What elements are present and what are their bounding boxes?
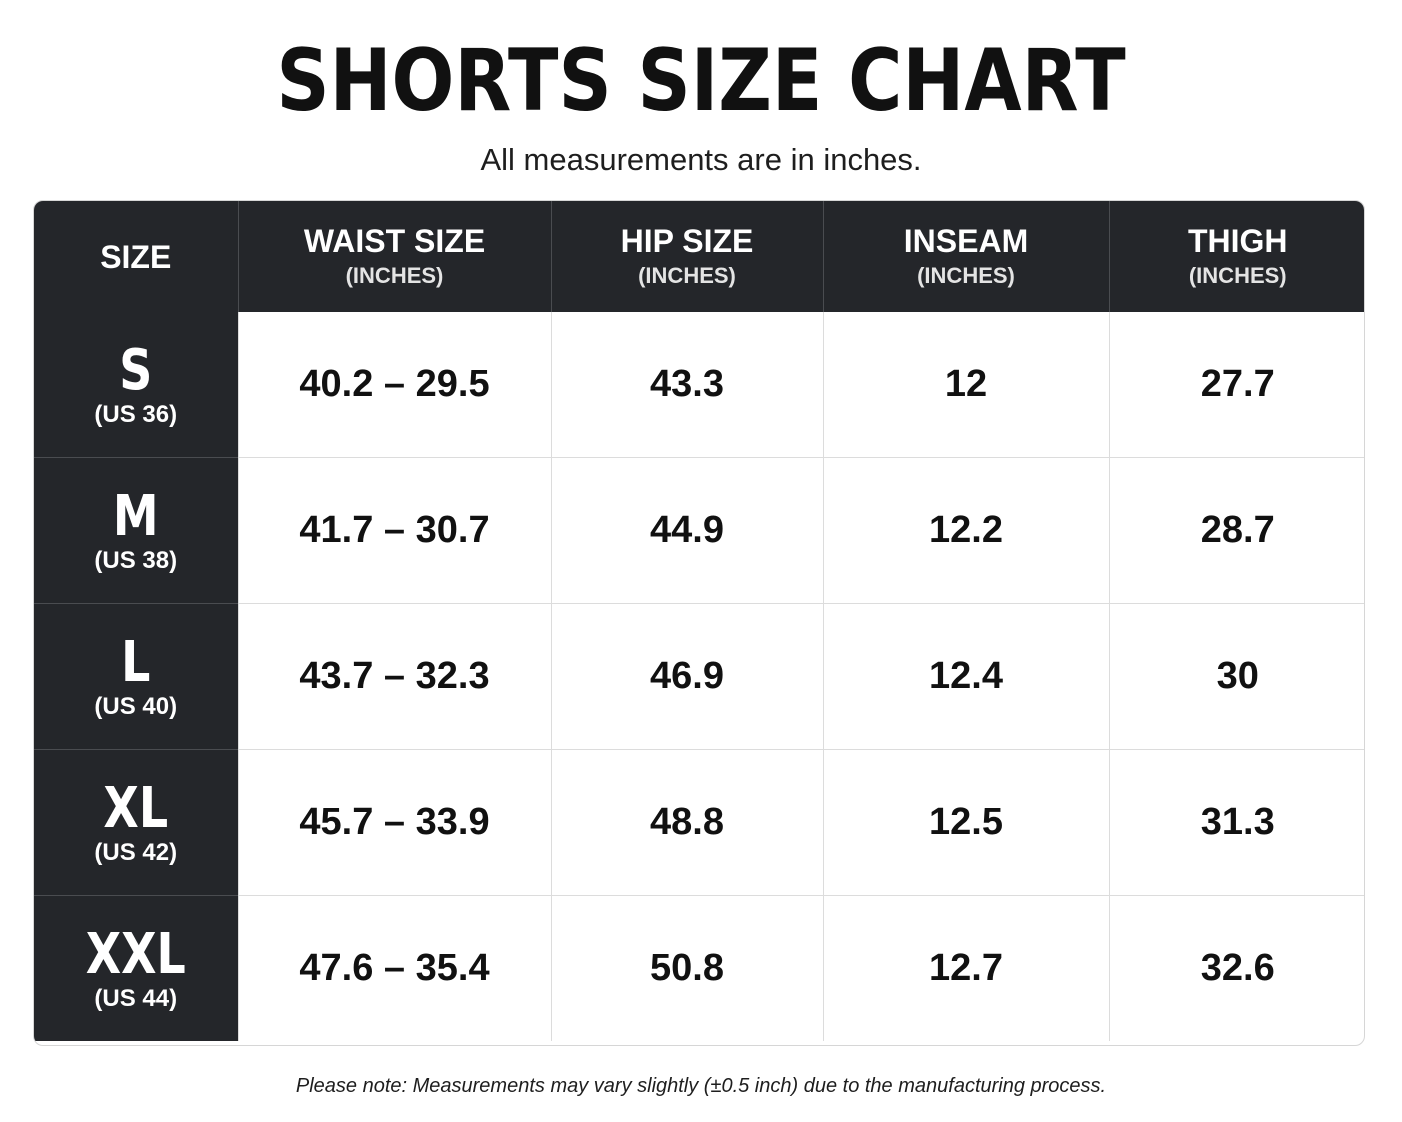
size-chart-table: SIZE WAIST SIZE (INCHES) HIP SIZE (INCHE… xyxy=(33,200,1365,1046)
table-row: L (US 40) 43.7 – 32.3 46.9 12.4 30 xyxy=(34,603,1364,750)
inseam-cell: 12 xyxy=(822,312,1109,458)
header-hip: HIP SIZE (INCHES) xyxy=(550,201,823,312)
size-cell: S (US 36) xyxy=(34,312,238,458)
us-size-label: (US 38) xyxy=(94,546,178,574)
us-size-label: (US 40) xyxy=(94,692,178,720)
hip-cell: 46.9 xyxy=(550,603,823,750)
us-size-label: (US 44) xyxy=(94,984,178,1012)
size-cell: XXL (US 44) xyxy=(34,895,238,1041)
header-waist-label: WAIST SIZE xyxy=(303,222,486,259)
inseam-cell: 12.7 xyxy=(822,895,1109,1041)
header-row: SIZE WAIST SIZE (INCHES) HIP SIZE (INCHE… xyxy=(34,201,1364,312)
thigh-cell: 31.3 xyxy=(1108,749,1364,896)
inseam-cell: 12.5 xyxy=(822,749,1109,896)
waist-cell: 40.2 – 29.5 xyxy=(237,312,551,458)
size-cell: M (US 38) xyxy=(34,457,238,604)
us-size-label: (US 42) xyxy=(94,838,178,866)
size-label: L xyxy=(121,629,151,695)
header-waist-unit: (INCHES) xyxy=(345,262,444,288)
table-row: XL (US 42) 45.7 – 33.9 48.8 12.5 31.3 xyxy=(34,749,1364,896)
page-subtitle: All measurements are in inches. xyxy=(480,142,922,177)
header-inseam: INSEAM (INCHES) xyxy=(822,201,1109,312)
size-cell: XL (US 42) xyxy=(34,749,238,896)
waist-cell: 45.7 – 33.9 xyxy=(237,749,551,896)
thigh-cell: 30 xyxy=(1108,603,1364,750)
waist-cell: 41.7 – 30.7 xyxy=(237,457,551,604)
inseam-cell: 12.2 xyxy=(822,457,1109,604)
thigh-cell: 32.6 xyxy=(1108,895,1364,1041)
hip-cell: 43.3 xyxy=(550,312,823,458)
table-row: M (US 38) 41.7 – 30.7 44.9 12.2 28.7 xyxy=(34,457,1364,604)
size-label: S xyxy=(119,337,153,403)
header-size-label: SIZE xyxy=(100,238,172,275)
hip-cell: 44.9 xyxy=(550,457,823,604)
header-hip-label: HIP SIZE xyxy=(620,222,754,259)
header-thigh-label: THIGH xyxy=(1187,222,1288,259)
header-waist: WAIST SIZE (INCHES) xyxy=(237,201,551,312)
inseam-cell: 12.4 xyxy=(822,603,1109,750)
us-size-label: (US 36) xyxy=(94,400,178,428)
waist-cell: 43.7 – 32.3 xyxy=(237,603,551,750)
hip-cell: 50.8 xyxy=(550,895,823,1041)
header-inseam-label: INSEAM xyxy=(903,222,1029,259)
header-thigh: THIGH (INCHES) xyxy=(1108,201,1364,312)
waist-cell: 47.6 – 35.4 xyxy=(237,895,551,1041)
size-label: XL xyxy=(103,775,169,841)
header-thigh-unit: (INCHES) xyxy=(1188,262,1287,288)
header-hip-unit: (INCHES) xyxy=(638,262,736,288)
size-label: M xyxy=(112,483,159,549)
size-cell: L (US 40) xyxy=(34,603,238,750)
page-title: SHORTS SIZE CHART xyxy=(276,31,1126,131)
thigh-cell: 28.7 xyxy=(1108,457,1364,604)
thigh-cell: 27.7 xyxy=(1108,312,1364,458)
table-row: XXL (US 44) 47.6 – 35.4 50.8 12.7 32.6 xyxy=(34,895,1364,1041)
measurement-note: Please note: Measurements may vary sligh… xyxy=(295,1075,1107,1097)
header-size: SIZE xyxy=(34,201,238,312)
hip-cell: 48.8 xyxy=(550,749,823,896)
size-table: SIZE WAIST SIZE (INCHES) HIP SIZE (INCHE… xyxy=(34,201,1364,1041)
size-label: XXL xyxy=(85,921,186,987)
table-row: S (US 36) 40.2 – 29.5 43.3 12 27.7 xyxy=(34,312,1364,458)
header-inseam-unit: (INCHES) xyxy=(917,262,1015,288)
